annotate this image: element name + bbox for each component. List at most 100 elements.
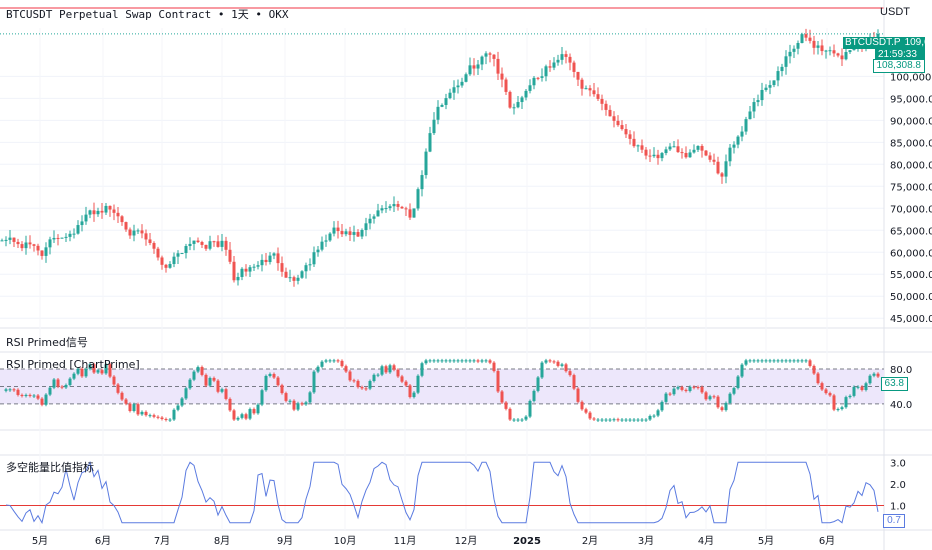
rsi-candle-body xyxy=(196,367,200,372)
rsi-candle-body xyxy=(672,388,676,395)
price-candle-body xyxy=(36,245,40,251)
price-candle-body xyxy=(536,77,540,79)
rsi-label[interactable]: RSI Primed [ChartPrime] xyxy=(6,358,140,371)
rsi-signal-label[interactable]: RSI Primed信号 xyxy=(6,336,88,349)
price-candle-body xyxy=(692,149,696,153)
price-candle-body xyxy=(624,129,628,135)
price-candle-body xyxy=(392,204,396,207)
rsi-candle-body xyxy=(784,360,788,362)
price-candle-body xyxy=(468,65,472,75)
rsi-candle-body xyxy=(596,419,600,421)
rsi-candle-body xyxy=(48,387,52,395)
price-tick-label: 60,000.0 xyxy=(890,248,932,259)
time-tick-label: 12月 xyxy=(455,535,478,547)
rsi-candle-body xyxy=(796,360,800,362)
price-candle-body xyxy=(428,133,432,152)
rsi-candle-body xyxy=(508,408,512,420)
rsi-candle-body xyxy=(856,386,860,388)
rsi-candle-body xyxy=(780,360,784,362)
rsi-candle-body xyxy=(104,364,108,374)
rsi-candle-body xyxy=(660,401,664,411)
rsi-candle-body xyxy=(656,410,660,416)
price-candle-body xyxy=(796,43,800,49)
rsi-candle-body xyxy=(316,366,320,372)
price-candle-body xyxy=(304,265,308,272)
rsi-candle-body xyxy=(760,360,764,362)
currency-label[interactable]: USDT xyxy=(880,6,910,18)
price-candle-body xyxy=(288,277,292,279)
rsi-candle-body xyxy=(288,400,292,402)
price-candle-body xyxy=(832,50,836,54)
rsi-candle-body xyxy=(832,395,836,410)
price-candle-body xyxy=(716,161,720,174)
price-candle-body xyxy=(744,119,748,132)
price-candle-body xyxy=(632,138,636,147)
rsi-candle-body xyxy=(752,360,756,362)
price-candle-body xyxy=(848,50,852,53)
rsi-candle-body xyxy=(52,379,56,388)
rsi-candle-body xyxy=(860,386,864,391)
rsi-candle-body xyxy=(816,373,820,384)
price-candle-body xyxy=(436,106,440,120)
rsi-candle-body xyxy=(548,360,552,362)
rsi-candle-body xyxy=(392,365,396,370)
price-candle-body xyxy=(300,271,304,278)
price-candle-body xyxy=(424,151,428,176)
rsi-candle-body xyxy=(620,419,624,421)
rsi-candle-body xyxy=(500,391,504,403)
price-candle-body xyxy=(444,98,448,105)
rsi-candle-body xyxy=(320,361,324,367)
ratio-tick-label: 1.0 xyxy=(890,501,906,512)
rsi-candle-body xyxy=(720,407,724,411)
price-candle-body xyxy=(384,208,388,210)
time-tick-label: 11月 xyxy=(394,535,417,547)
price-tick-label: 70,000.0 xyxy=(890,204,932,215)
price-tick-label: 85,000.0 xyxy=(890,138,932,149)
rsi-candle-body xyxy=(544,360,548,363)
rsi-candle-body xyxy=(696,387,700,389)
price-candle-body xyxy=(172,256,176,265)
price-candle-body xyxy=(612,116,616,121)
rsi-candle-body xyxy=(584,409,588,413)
price-candle-body xyxy=(708,155,712,160)
rsi-candle-body xyxy=(72,373,76,379)
price-candle-body xyxy=(656,154,660,159)
rsi-candle-body xyxy=(496,371,500,392)
rsi-candle-body xyxy=(744,360,748,365)
rsi-candle-body xyxy=(304,402,308,405)
price-candle-body xyxy=(124,222,128,230)
rsi-candle-body xyxy=(840,407,844,410)
rsi-candle-body xyxy=(828,393,832,396)
price-candle-body xyxy=(732,144,736,148)
price-candle-body xyxy=(668,146,672,150)
rsi-candle-body xyxy=(112,376,116,385)
price-candle-body xyxy=(684,153,688,158)
rsi-candles xyxy=(0,358,884,423)
price-tick-label: 50,000.0 xyxy=(890,292,932,303)
ratio-series-line xyxy=(5,460,879,525)
rsi-candle-body xyxy=(296,403,300,410)
price-candle-body xyxy=(836,53,840,56)
rsi-candle-body xyxy=(368,380,372,389)
rsi-candle-body xyxy=(472,360,476,362)
price-candle-body xyxy=(120,216,124,223)
rsi-candle-body xyxy=(748,360,752,362)
price-candle-body xyxy=(596,94,600,99)
price-candle-body xyxy=(364,223,368,230)
price-candle-body xyxy=(320,241,324,250)
rsi-candle-body xyxy=(44,394,48,405)
price-candle-body xyxy=(476,64,480,69)
price-candle-body xyxy=(312,252,316,265)
price-candle-body xyxy=(764,87,768,90)
price-candle-body xyxy=(160,257,164,265)
rsi-candle-body xyxy=(232,410,236,420)
rsi-candle-body xyxy=(484,360,488,362)
rsi-candle-body xyxy=(480,360,484,362)
ratio-label[interactable]: 多空能量比值指标 xyxy=(6,461,94,474)
price-candle-body xyxy=(256,265,260,267)
price-candle-body xyxy=(280,263,284,272)
price-candle-body xyxy=(616,120,620,126)
rsi-candle-body xyxy=(556,361,560,366)
rsi-candle-body xyxy=(476,360,480,362)
